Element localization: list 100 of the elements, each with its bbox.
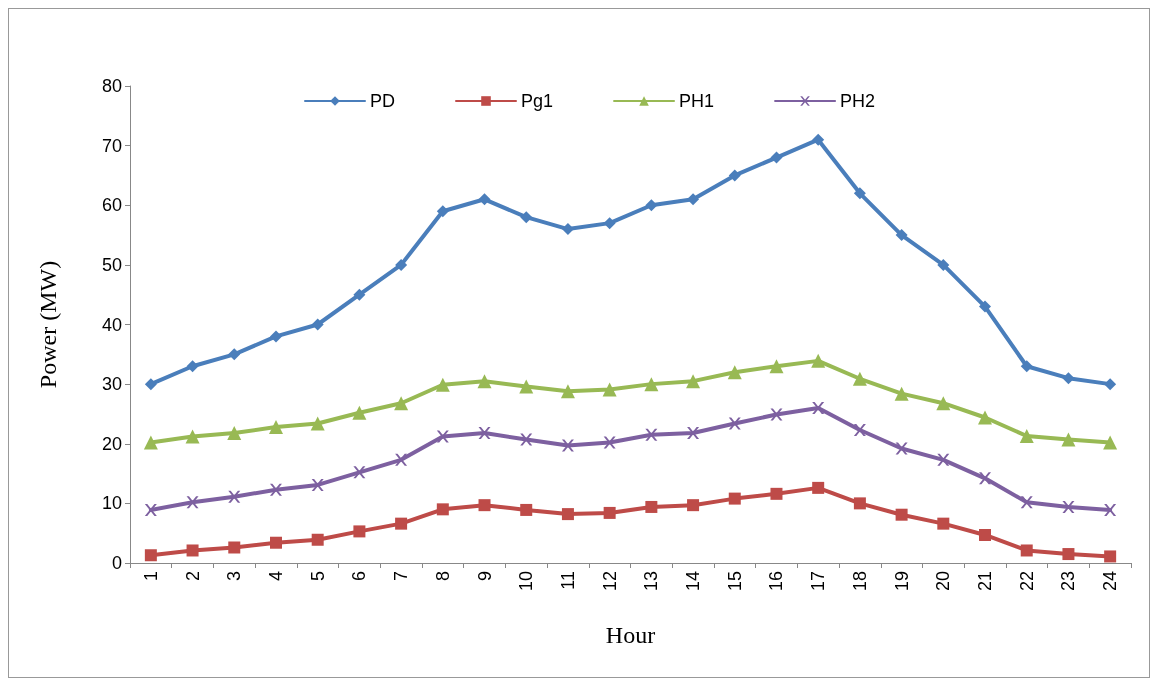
x-tick-label: 20 bbox=[933, 571, 954, 592]
x-tick-label: 16 bbox=[766, 571, 787, 592]
point bbox=[811, 353, 826, 368]
point bbox=[602, 382, 617, 397]
x-tick-label: 1 bbox=[140, 571, 161, 582]
point bbox=[644, 377, 659, 392]
point bbox=[1020, 544, 1033, 557]
point bbox=[769, 359, 784, 374]
point bbox=[979, 472, 992, 485]
x-axis-title: Hour bbox=[605, 622, 656, 648]
y-tick-label: 0 bbox=[111, 553, 122, 573]
point bbox=[978, 410, 993, 425]
point bbox=[436, 503, 449, 516]
point bbox=[143, 435, 158, 450]
point bbox=[645, 199, 658, 212]
point bbox=[1061, 432, 1076, 447]
x-tick-label: 5 bbox=[307, 571, 328, 582]
point bbox=[395, 517, 408, 530]
point bbox=[311, 318, 324, 331]
point bbox=[603, 506, 616, 519]
point bbox=[895, 442, 908, 455]
point bbox=[852, 371, 867, 386]
point bbox=[603, 436, 616, 449]
point bbox=[645, 500, 658, 513]
point bbox=[435, 377, 450, 392]
point bbox=[561, 223, 574, 236]
y-tick-label: 50 bbox=[101, 254, 122, 275]
y-tick-label: 70 bbox=[101, 135, 122, 156]
x-tick-label: 14 bbox=[683, 571, 704, 592]
point bbox=[728, 169, 741, 182]
point bbox=[520, 433, 533, 446]
x-tick-label: 6 bbox=[349, 571, 370, 582]
point bbox=[144, 549, 157, 562]
point bbox=[269, 330, 282, 343]
point bbox=[1019, 429, 1034, 443]
point bbox=[268, 420, 283, 435]
point bbox=[311, 533, 324, 546]
point bbox=[185, 429, 200, 444]
point bbox=[894, 386, 909, 401]
y-tick-label: 60 bbox=[101, 195, 122, 216]
point bbox=[352, 405, 367, 420]
point bbox=[770, 151, 783, 164]
point bbox=[770, 487, 783, 500]
point bbox=[269, 483, 282, 496]
point bbox=[686, 374, 701, 389]
x-tick-label: 23 bbox=[1058, 571, 1079, 592]
point bbox=[186, 496, 199, 509]
point bbox=[687, 427, 700, 440]
point bbox=[311, 478, 324, 491]
point bbox=[853, 497, 866, 510]
point bbox=[853, 424, 866, 437]
x-tick-label: 13 bbox=[641, 571, 662, 592]
point bbox=[1020, 360, 1033, 373]
point bbox=[310, 416, 325, 431]
point bbox=[520, 211, 533, 224]
point bbox=[979, 300, 992, 313]
point bbox=[478, 499, 491, 512]
point bbox=[269, 536, 282, 549]
legend-label: PD bbox=[370, 91, 396, 111]
point bbox=[228, 541, 241, 554]
point bbox=[1062, 548, 1075, 561]
y-tick-label: 20 bbox=[101, 433, 122, 454]
point bbox=[477, 374, 492, 389]
point bbox=[1103, 435, 1118, 450]
point bbox=[1020, 496, 1033, 509]
point bbox=[353, 466, 366, 479]
x-tick-label: 8 bbox=[432, 571, 453, 582]
x-tick-label: 2 bbox=[182, 571, 203, 582]
point bbox=[936, 396, 951, 411]
point bbox=[895, 508, 908, 521]
x-tick-label: 4 bbox=[265, 571, 286, 582]
y-tick-label: 40 bbox=[101, 314, 122, 335]
point bbox=[186, 360, 199, 373]
point bbox=[937, 453, 950, 466]
point bbox=[519, 379, 534, 394]
point bbox=[727, 365, 742, 380]
point bbox=[436, 430, 449, 443]
point bbox=[895, 229, 908, 242]
point bbox=[395, 453, 408, 466]
point bbox=[1104, 503, 1117, 516]
point bbox=[186, 544, 199, 557]
x-tick-label: 9 bbox=[474, 571, 495, 582]
x-tick-label: 15 bbox=[724, 571, 745, 592]
point bbox=[227, 426, 242, 441]
x-tick-label: 21 bbox=[975, 571, 996, 592]
point bbox=[979, 528, 992, 541]
y-tick-label: 10 bbox=[101, 493, 122, 514]
x-tick-label: 22 bbox=[1016, 571, 1037, 592]
point bbox=[728, 417, 741, 430]
x-tick-label: 3 bbox=[224, 571, 245, 582]
x-tick-label: 17 bbox=[808, 571, 829, 592]
point bbox=[770, 408, 783, 421]
x-tick-label: 11 bbox=[557, 571, 578, 590]
point bbox=[144, 378, 157, 391]
point bbox=[937, 517, 950, 530]
point bbox=[645, 428, 658, 441]
point bbox=[812, 401, 825, 414]
y-axis-title: Power (MW) bbox=[35, 260, 61, 389]
point bbox=[353, 525, 366, 538]
point bbox=[687, 193, 700, 206]
